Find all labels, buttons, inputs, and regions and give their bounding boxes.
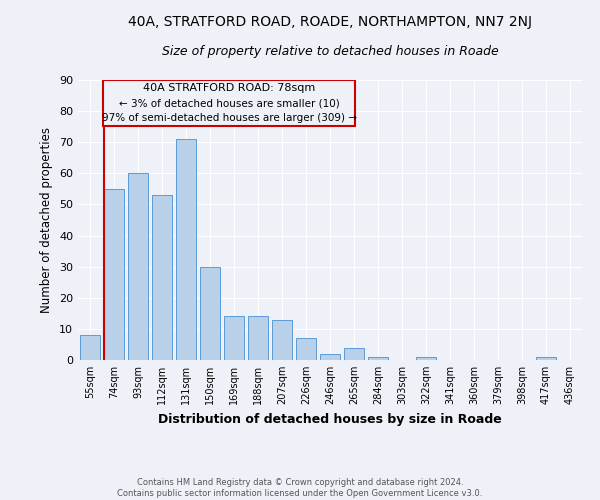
- X-axis label: Distribution of detached houses by size in Roade: Distribution of detached houses by size …: [158, 412, 502, 426]
- Bar: [248, 316, 268, 360]
- Bar: [152, 195, 172, 360]
- Bar: [536, 357, 556, 360]
- Bar: [416, 357, 436, 360]
- Bar: [368, 357, 388, 360]
- FancyBboxPatch shape: [103, 80, 355, 126]
- Text: Contains HM Land Registry data © Crown copyright and database right 2024.
Contai: Contains HM Land Registry data © Crown c…: [118, 478, 482, 498]
- Bar: [320, 354, 340, 360]
- Text: 40A STRATFORD ROAD: 78sqm: 40A STRATFORD ROAD: 78sqm: [143, 84, 316, 94]
- Bar: [224, 316, 244, 360]
- Bar: [128, 174, 148, 360]
- Bar: [80, 335, 100, 360]
- Bar: [176, 139, 196, 360]
- Bar: [344, 348, 364, 360]
- Text: 40A, STRATFORD ROAD, ROADE, NORTHAMPTON, NN7 2NJ: 40A, STRATFORD ROAD, ROADE, NORTHAMPTON,…: [128, 15, 532, 29]
- Y-axis label: Number of detached properties: Number of detached properties: [40, 127, 53, 313]
- Bar: [104, 189, 124, 360]
- Text: ← 3% of detached houses are smaller (10): ← 3% of detached houses are smaller (10): [119, 98, 340, 108]
- Text: Size of property relative to detached houses in Roade: Size of property relative to detached ho…: [161, 45, 499, 58]
- Bar: [272, 320, 292, 360]
- Bar: [296, 338, 316, 360]
- Bar: [200, 266, 220, 360]
- Text: 97% of semi-detached houses are larger (309) →: 97% of semi-detached houses are larger (…: [101, 113, 356, 123]
